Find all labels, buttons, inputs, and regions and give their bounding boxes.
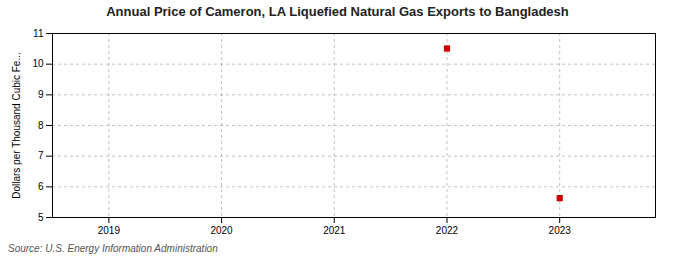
- html-text:Source: U.S. Energy Informatio: Source: U.S. Energy Information Administ…: [8, 243, 218, 254]
- svg-text:2022: 2022: [436, 225, 459, 236]
- svg-text:10: 10: [32, 58, 44, 69]
- svg-text:2023: 2023: [549, 225, 572, 236]
- svg-text:5: 5: [38, 212, 44, 223]
- svg-text:2020: 2020: [210, 225, 233, 236]
- svg-text:2019: 2019: [98, 225, 121, 236]
- svg-text:9: 9: [38, 89, 44, 100]
- svg-text:6: 6: [38, 181, 44, 192]
- html-text:Annual Price of Cameron, LA Li: Annual Price of Cameron, LA Liquefied Na…: [106, 4, 569, 19]
- svg-text:7: 7: [38, 150, 44, 161]
- svg-text:Dollars per Thousand Cubic Fe.: Dollars per Thousand Cubic Fe...: [11, 52, 22, 199]
- svg-text:8: 8: [38, 120, 44, 131]
- svg-text:2021: 2021: [323, 225, 346, 236]
- svg-text:11: 11: [33, 28, 44, 39]
